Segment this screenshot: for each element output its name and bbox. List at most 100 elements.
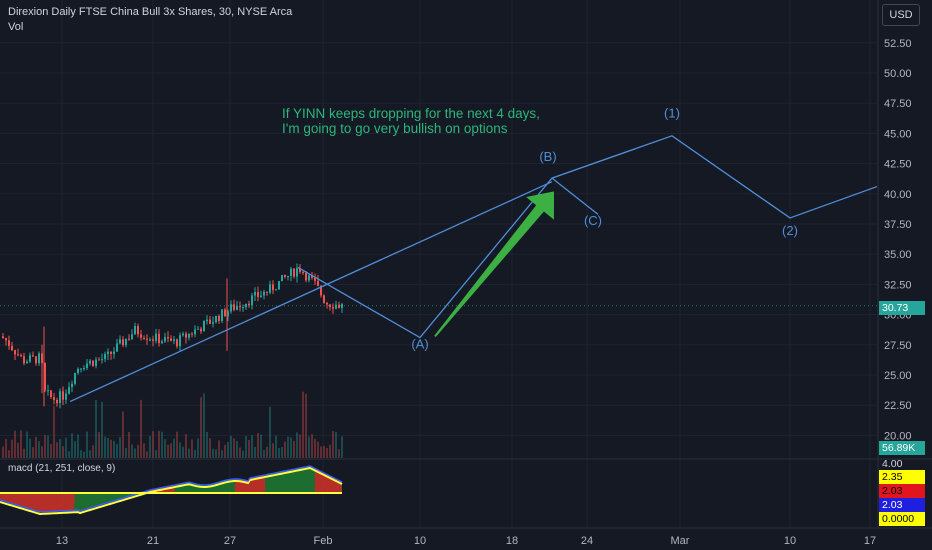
volume-bar — [122, 411, 124, 458]
volume-bar — [116, 443, 118, 458]
candle-down — [170, 338, 172, 341]
volume-bar — [308, 436, 310, 458]
volume-bar — [302, 391, 304, 458]
volume-bar — [272, 443, 274, 458]
volume-bar — [185, 434, 187, 458]
candle-up — [125, 338, 127, 346]
candle-up — [188, 333, 190, 338]
macd-indicator-label[interactable]: macd (21, 251, close, 9) — [8, 463, 116, 474]
price-tick-label: 32.50 — [884, 279, 912, 291]
candle-down — [317, 280, 319, 286]
candle-up — [173, 339, 175, 341]
volume-indicator-label[interactable]: Vol — [8, 21, 24, 33]
candle-up — [206, 319, 208, 322]
price-axis[interactable]: 52.50 50.00 47.50 45.00 42.50 40.00 37.50 35.00… — [884, 38, 912, 443]
candle-up — [134, 326, 136, 335]
trendline — [69, 181, 553, 403]
candle-up — [101, 359, 103, 361]
candle-down — [44, 363, 46, 391]
macd-histogram-negative — [0, 493, 75, 512]
volume-bar — [203, 393, 205, 458]
volume-bar — [20, 430, 22, 458]
candle-up — [296, 268, 298, 277]
candle-up — [242, 307, 244, 309]
candle-down — [158, 333, 160, 344]
candle-up — [59, 391, 61, 404]
wave-drawings[interactable]: (A) (B) (C) (1) (2) — [69, 106, 878, 403]
candle-up — [236, 306, 238, 310]
volume-bar — [134, 448, 136, 458]
candle-down — [329, 304, 331, 308]
volume-bar — [251, 435, 253, 458]
volume-bar — [86, 431, 88, 458]
channel-placeholder — [555, 182, 878, 187]
candle-up — [197, 328, 199, 330]
volume-bar — [221, 450, 223, 458]
candle-down — [98, 359, 100, 361]
volume-bar — [53, 406, 55, 458]
volume-bar — [140, 399, 142, 458]
time-axis[interactable]: 13 21 27 Feb 10 18 24 Mar 10 17 — [0, 527, 932, 547]
candle-up — [74, 372, 76, 384]
candle-down — [137, 326, 139, 335]
wave-label: (A) — [411, 336, 428, 351]
macd-line — [0, 465, 343, 513]
volume-bar — [83, 451, 85, 458]
candle-down — [266, 291, 268, 293]
bullish-arrow — [434, 191, 554, 337]
candle-down — [17, 354, 19, 356]
macd-pane — [0, 465, 343, 516]
volume-bar — [155, 450, 157, 458]
candle-up — [254, 292, 256, 296]
candle-down — [272, 284, 274, 291]
candle-up — [308, 275, 310, 281]
candle-up — [341, 304, 343, 309]
volume-bar — [74, 441, 76, 458]
volume-bar — [62, 446, 64, 458]
candle-down — [5, 338, 7, 341]
macd-zero-tag: 0.0000 — [879, 512, 925, 526]
volume-bar — [146, 451, 148, 458]
volume-bar — [290, 437, 292, 458]
time-tick-label: Feb — [314, 535, 333, 547]
candle-down — [2, 336, 4, 339]
candle-down — [224, 309, 226, 317]
price-tick-label: 50.00 — [884, 68, 912, 80]
price-tick-label: 40.00 — [884, 189, 912, 201]
candle-down — [92, 360, 94, 366]
candle-up — [161, 341, 163, 344]
volume-bar — [176, 431, 178, 458]
candle-up — [104, 354, 106, 360]
candle-up — [251, 295, 253, 306]
symbol-title[interactable]: Direxion Daily FTSE China Bull 3x Shares… — [8, 6, 293, 18]
candle-down — [56, 399, 58, 404]
volume-bar — [197, 438, 199, 458]
candle-down — [20, 355, 22, 357]
macd-signal-tag: 2.35 — [879, 470, 925, 484]
volume-bar — [227, 441, 229, 458]
volume-bar — [149, 435, 151, 458]
currency-button[interactable]: USD — [882, 4, 920, 26]
volume-bar — [152, 431, 154, 458]
candle-down — [323, 295, 325, 303]
candle-up — [179, 335, 181, 347]
candle-up — [65, 393, 67, 400]
volume-bar — [311, 434, 313, 458]
candle-up — [149, 339, 151, 341]
volume-bar — [113, 440, 115, 458]
time-tick-label: Mar — [671, 535, 690, 547]
wave-c-leg — [551, 177, 599, 215]
chart-annotation-text[interactable]: If YINN keeps dropping for the next 4 da… — [282, 106, 540, 136]
volume-bar — [266, 446, 268, 458]
candle-down — [200, 328, 202, 332]
candle-up — [164, 337, 166, 342]
candle-up — [287, 275, 289, 277]
volume-bar — [119, 437, 121, 458]
volume-bar — [167, 444, 169, 458]
volume-bar — [248, 439, 250, 458]
time-tick-label: 21 — [147, 535, 159, 547]
candle-down — [233, 304, 235, 310]
candle-down — [23, 356, 25, 364]
candle-up — [29, 355, 31, 362]
